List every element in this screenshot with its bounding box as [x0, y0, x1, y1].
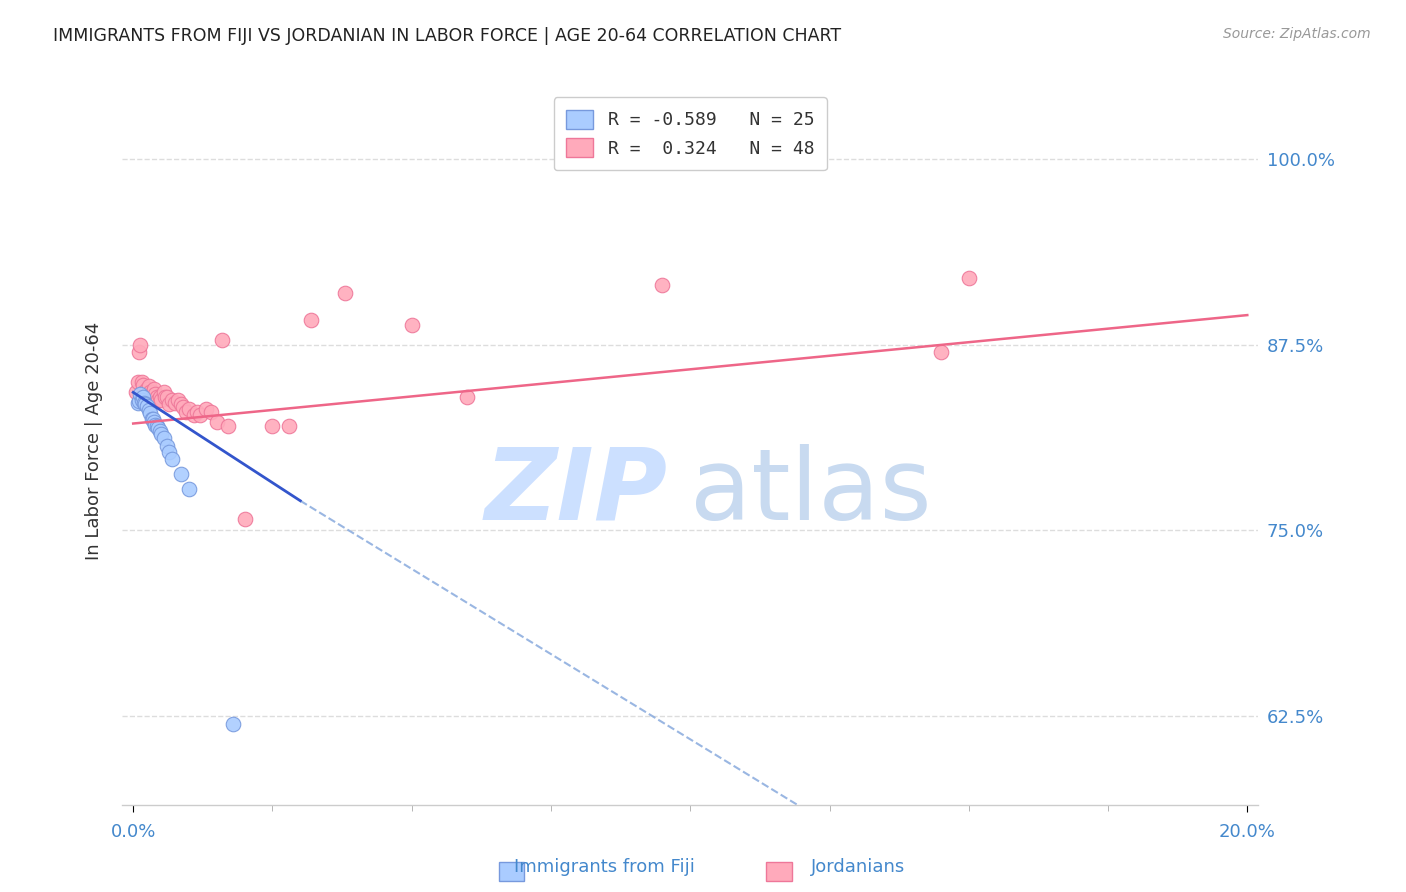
Point [183, 408, 205, 422]
Point [139, 390, 162, 404]
Point [150, 392, 173, 407]
Point [177, 401, 200, 416]
Point [149, 424, 172, 438]
Point [156, 439, 179, 453]
Point [153, 385, 176, 400]
Point [333, 285, 356, 300]
Point [194, 401, 217, 416]
Point [188, 408, 211, 422]
Point [233, 511, 256, 525]
Point [163, 395, 186, 409]
Point [149, 390, 172, 404]
Point [132, 378, 155, 392]
Point [186, 404, 208, 418]
Point [205, 415, 228, 429]
Point [131, 392, 153, 407]
Text: Source: ZipAtlas.com: Source: ZipAtlas.com [1223, 27, 1371, 41]
Point [145, 387, 167, 401]
Point [211, 334, 233, 348]
Point [127, 395, 149, 409]
Point [141, 412, 163, 426]
Point [145, 390, 167, 404]
Point [651, 278, 673, 293]
Point [145, 419, 167, 434]
Point [160, 392, 183, 407]
Point [148, 421, 170, 435]
Point [301, 312, 323, 326]
Point [177, 482, 200, 496]
Point [172, 400, 194, 414]
Legend: R = -0.589   N = 25, R =  0.324   N = 48: R = -0.589 N = 25, R = 0.324 N = 48 [554, 97, 827, 170]
Point [156, 390, 179, 404]
Point [134, 387, 156, 401]
Point [150, 426, 173, 441]
Text: IMMIGRANTS FROM FIJI VS JORDANIAN IN LABOR FORCE | AGE 20-64 CORRELATION CHART: IMMIGRANTS FROM FIJI VS JORDANIAN IN LAB… [53, 27, 842, 45]
Point [401, 318, 423, 333]
Point [143, 383, 166, 397]
Point [142, 412, 165, 426]
Point [139, 385, 162, 400]
Point [134, 397, 156, 411]
Point [174, 404, 197, 418]
Point [157, 444, 180, 458]
Point [222, 716, 245, 731]
Point [134, 385, 156, 400]
Point [929, 345, 952, 359]
Point [166, 392, 188, 407]
Point [262, 419, 284, 434]
Text: atlas: atlas [690, 444, 932, 541]
Point [456, 390, 478, 404]
Point [157, 397, 180, 411]
Point [134, 395, 156, 409]
Point [155, 390, 177, 404]
Point [127, 375, 149, 389]
Point [136, 383, 159, 397]
Point [169, 397, 191, 411]
Y-axis label: In Labor Force | Age 20-64: In Labor Force | Age 20-64 [86, 322, 103, 560]
Text: Immigrants from Fiji: Immigrants from Fiji [515, 858, 695, 876]
Point [125, 385, 148, 400]
Point [132, 390, 155, 404]
Point [142, 385, 165, 400]
Point [131, 375, 153, 389]
Point [128, 338, 150, 352]
Point [138, 379, 160, 393]
Point [128, 387, 150, 401]
Point [145, 417, 167, 432]
Point [128, 345, 150, 359]
Point [139, 406, 162, 420]
Point [153, 431, 176, 445]
Point [278, 419, 301, 434]
Text: Jordanians: Jordanians [810, 858, 905, 876]
Point [200, 404, 222, 418]
Point [957, 271, 980, 285]
Point [148, 392, 170, 407]
Point [169, 467, 191, 481]
Point [160, 452, 183, 467]
Text: ZIP: ZIP [485, 444, 668, 541]
Point [143, 415, 166, 429]
Point [217, 419, 239, 434]
Point [136, 399, 159, 413]
Point [138, 403, 160, 417]
Point [128, 394, 150, 409]
